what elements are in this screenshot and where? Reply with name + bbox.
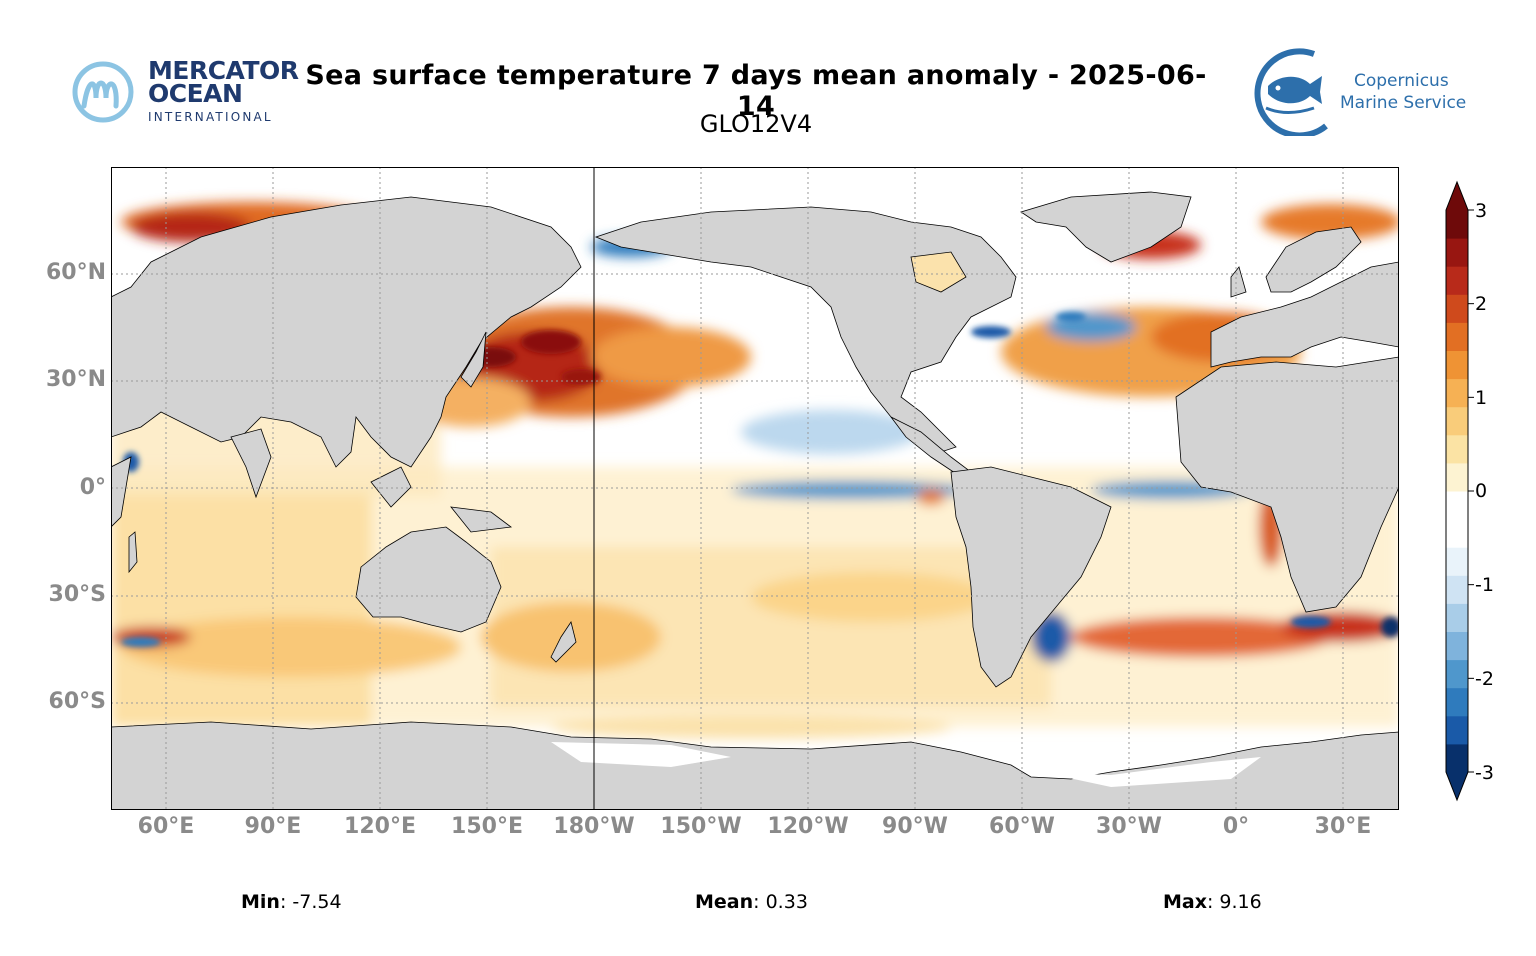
copernicus-marine-logo: Copernicus Marine Service [1244,46,1474,136]
lon-label-120e: 120°E [344,814,416,839]
lat-label-60s: 60°S [48,689,106,714]
copernicus-fish-logo-icon [1254,48,1328,136]
colorbar-segment [1446,491,1468,520]
colorbar-segment [1446,238,1468,267]
colorbar-tick-0: 0 [1475,480,1488,502]
colorbar-segment [1446,378,1468,408]
land-australia [355,526,502,633]
lat-label-0: 0° [79,475,106,500]
colorbar-segment [1446,687,1468,717]
land-greenland [1020,191,1192,263]
land-scandinavia [1265,226,1362,293]
colorbar-tick-3: 3 [1475,200,1488,222]
land-south-america [950,466,1112,688]
stat-mean-label: Mean [695,891,754,913]
colorbar-tick-minus-2: -2 [1475,668,1494,690]
colorbar-segment [1446,519,1468,548]
logo-word-international: INTERNATIONAL [148,110,273,124]
lon-label-0: 0° [1222,814,1250,839]
colorbar-segment [1446,434,1468,464]
stat-mean-value: : 0.33 [753,891,808,913]
logo-word-marine-service: Marine Service [1340,93,1467,113]
colorbar-tick-1: 1 [1475,387,1488,409]
colorbar-segment [1446,266,1468,295]
colorbar-extend-min [1446,772,1468,800]
colorbar-segment [1446,294,1468,323]
logo-word-ocean: OCEAN [148,79,243,108]
land-new-zealand [550,621,577,663]
logo-word-copernicus: Copernicus [1354,71,1449,91]
colorbar-tick-minus-3: -3 [1475,762,1494,784]
lon-label-120w: 120°W [767,814,849,839]
lon-label-180w: 180°W [553,814,635,839]
colorbar-tick-minus-1: -1 [1475,574,1494,596]
land-japan [460,331,487,388]
lat-label-60n: 60°N [45,260,106,285]
lon-label-30e: 30°E [1314,814,1372,839]
stat-min-value: : -7.54 [279,891,342,913]
land-africa-east [111,456,132,528]
map-subtitle: GLO12V4 [699,110,813,138]
stat-max: Max: 9.16 [1163,891,1262,913]
colorbar-segment [1446,462,1468,492]
colorbar-segment [1446,350,1468,380]
colorbar-segment [1446,631,1468,661]
mercator-ocean-logo: MERCATOR OCEAN INTERNATIONAL [72,56,302,128]
colorbar-segment [1446,715,1468,745]
colorbar-segment [1446,659,1468,689]
lon-label-30w: 30°W [1096,814,1162,839]
lon-label-60e: 60°E [137,814,195,839]
map-title: Sea surface temperature 7 days mean anom… [305,60,1207,122]
colorbar-segment [1446,575,1468,604]
lon-label-150e: 150°E [451,814,523,839]
land-antarctica [111,721,1399,810]
colorbar [1445,180,1474,802]
colorbar-segment [1446,743,1468,773]
stat-mean: Mean: 0.33 [695,891,808,913]
stat-min-label: Min [241,891,280,913]
graticule [111,167,1399,810]
mercator-m-logo-icon [72,61,134,123]
colorbar-segment [1446,406,1468,436]
land-uk [1230,266,1247,298]
lon-label-90w: 90°W [882,814,948,839]
land [111,191,1399,810]
map-frame [111,167,1399,810]
logo-word-mercator: MERCATOR [148,56,299,85]
land-india [230,428,272,499]
stat-max-label: Max [1163,891,1207,913]
land-borneo [370,466,412,508]
sst-anomaly-map [111,167,1399,810]
stat-min: Min: -7.54 [241,891,342,913]
antarctic-ice-shelf [551,742,1261,787]
lon-label-90e: 90°E [244,814,302,839]
lon-label-60w: 60°W [989,814,1055,839]
land-europe [1210,261,1399,368]
lon-label-150w: 150°W [660,814,742,839]
stat-max-value: : 9.16 [1206,891,1262,913]
land-madagascar [128,531,138,574]
colorbar-segment [1446,547,1468,576]
land-new-guinea [450,506,513,533]
colorbar-segment [1446,322,1468,351]
colorbar-segment [1446,210,1468,239]
lat-label-30n: 30°N [45,367,106,392]
colorbar-tick-2: 2 [1475,293,1488,315]
anomaly-field [111,202,1399,739]
lat-label-30s: 30°S [48,582,106,607]
colorbar-extend-max [1446,182,1468,210]
colorbar-segment [1446,603,1468,632]
